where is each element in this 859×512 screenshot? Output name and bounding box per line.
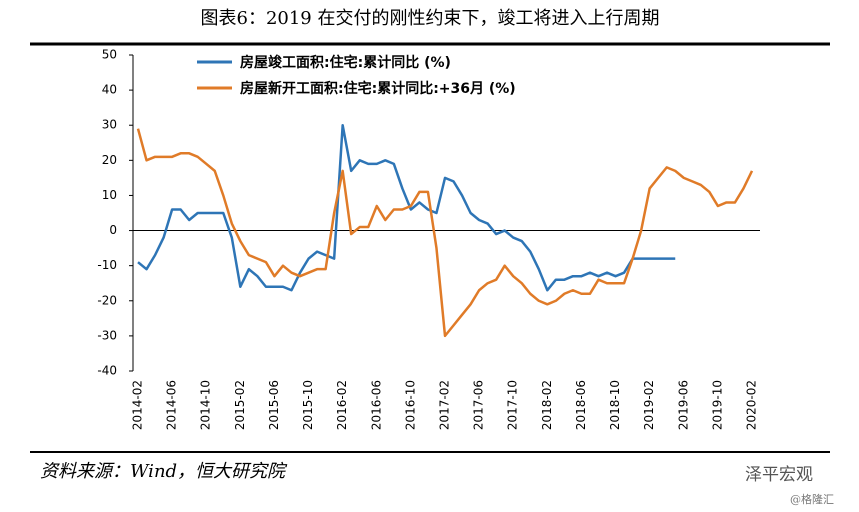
x-tick-label: 2014-02 [131, 380, 145, 430]
x-tick-label: 2017-06 [472, 380, 486, 430]
x-tick-label: 2017-10 [506, 380, 520, 430]
series-line [136, 128, 754, 338]
x-tick-label: 2020-02 [745, 380, 759, 430]
x-tick-label: 2015-06 [267, 380, 281, 430]
y-tick-label: -10 [97, 258, 117, 272]
x-tick-label: 2019-06 [676, 380, 690, 430]
x-tick-label: 2019-02 [642, 380, 656, 430]
legend-label: 房屋竣工面积:住宅:累计同比 (%) [240, 54, 451, 71]
x-tick-label: 2016-02 [335, 380, 349, 430]
x-tick-label: 2016-10 [403, 380, 417, 430]
x-tick-label: 2014-06 [165, 380, 179, 430]
x-tick-label: 2015-02 [233, 380, 247, 430]
y-tick-label: 0 [109, 223, 117, 237]
watermark: 泽平宏观 [745, 465, 813, 485]
y-tick-label: 20 [102, 153, 117, 167]
x-tick-label: 2014-10 [199, 380, 213, 430]
y-tick-label: -20 [97, 293, 117, 307]
y-tick-label: 40 [102, 83, 117, 97]
y-tick-label: 30 [102, 118, 117, 132]
x-tick-label: 2018-02 [540, 380, 554, 430]
series-line [137, 123, 676, 292]
credit: @格隆汇 [790, 492, 834, 506]
legend-label: 房屋新开工面积:住宅:累计同比:+36月 (%) [240, 80, 516, 97]
y-tick-label: -40 [97, 364, 117, 378]
x-tick-label: 2018-06 [574, 380, 588, 430]
x-tick-label: 2019-10 [710, 380, 724, 430]
x-tick-label: 2018-10 [608, 380, 622, 430]
x-tick-label: 2017-02 [438, 380, 452, 430]
y-tick-label: 10 [102, 188, 117, 202]
x-tick-label: 2016-06 [369, 380, 383, 430]
y-tick-label: 50 [102, 48, 117, 62]
chart-title: 图表6：2019 在交付的刚性约束下，竣工将进入上行周期 [201, 8, 660, 29]
y-tick-label: -30 [97, 328, 117, 342]
x-tick-label: 2015-10 [301, 380, 315, 430]
source: 资料来源：Wind，恒大研究院 [40, 461, 288, 482]
